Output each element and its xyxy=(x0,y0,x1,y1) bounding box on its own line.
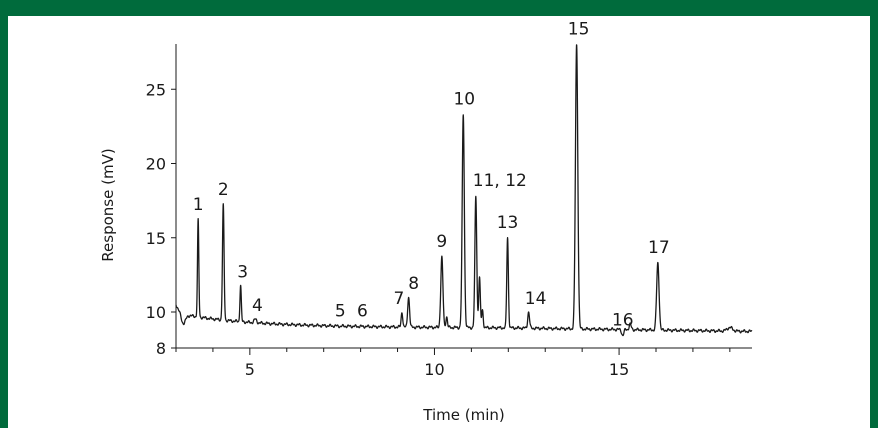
peak-label: 3 xyxy=(237,262,248,282)
peak-label: 8 xyxy=(408,274,419,294)
y-tick-label: 25 xyxy=(146,80,166,99)
y-tick-label: 15 xyxy=(146,229,166,248)
x-tick-label: 15 xyxy=(609,360,629,379)
y-tick-label: 8 xyxy=(156,339,166,358)
peak-labels: 12 34 5 6 78 9 10 11, 12 13 14 15 16 17 xyxy=(193,20,670,331)
peak-label: 6 xyxy=(357,301,368,321)
peak-label: 4 xyxy=(252,296,263,316)
chromatogram-trace xyxy=(175,44,753,337)
figure-header-bar xyxy=(0,0,878,16)
peak-label: 7 xyxy=(394,289,405,309)
x-tick-label: 10 xyxy=(424,360,444,379)
y-axis-title: Response (mV) xyxy=(99,148,117,261)
peak-label: 10 xyxy=(453,89,475,109)
peak-label: 11, 12 xyxy=(473,171,527,191)
peak-label: 16 xyxy=(612,310,634,330)
peak-label: 15 xyxy=(568,20,590,40)
x-tick-label: 5 xyxy=(245,360,255,379)
x-axis-title: Time (min) xyxy=(422,406,504,424)
peak-label: 9 xyxy=(436,232,447,252)
peak-label: 5 xyxy=(335,301,346,321)
peak-label: 17 xyxy=(648,238,670,258)
peak-label: 14 xyxy=(525,289,547,309)
peak-label: 2 xyxy=(218,180,229,200)
y-tick-label: 10 xyxy=(146,303,166,322)
y-tick-label: 20 xyxy=(146,155,166,174)
peak-label: 13 xyxy=(497,213,519,233)
peak-label: 1 xyxy=(193,195,204,215)
